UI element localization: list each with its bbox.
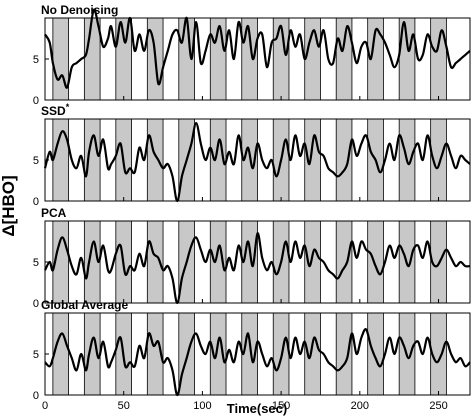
- y-axis-label: Δ[HBO]: [0, 175, 18, 236]
- y-tick-label: 0: [33, 95, 39, 107]
- panel-0: 0 5 No Denoising: [33, 3, 471, 107]
- panel-title-superscript: *: [66, 102, 70, 112]
- panel-2: 0 5 PCA: [33, 206, 471, 310]
- stimulus-block: [52, 312, 70, 396]
- hbo-series-line: [44, 8, 471, 89]
- stimulus-block: [367, 312, 384, 396]
- stimulus-block: [146, 118, 164, 202]
- panel-title: Global Average: [41, 298, 128, 312]
- stimulus-block: [335, 118, 353, 202]
- y-tick-label: 5: [33, 54, 39, 66]
- x-tick-label: 50: [118, 400, 130, 412]
- y-tick-label: 5: [33, 257, 39, 269]
- hbo-series-line: [43, 122, 471, 203]
- panel-title: SSD*: [41, 102, 70, 118]
- y-tick-label: 0: [33, 196, 39, 208]
- x-tick-label: 100: [193, 400, 211, 412]
- x-tick-label: 0: [42, 400, 48, 412]
- panel-1: 0 5 SSD*: [33, 102, 471, 208]
- stimulus-block: [335, 220, 353, 304]
- stimulus-block: [335, 312, 353, 396]
- hbo-series-line: [44, 328, 471, 397]
- stimulus-block: [430, 17, 447, 101]
- panel-title: No Denoising: [41, 3, 118, 17]
- stimulus-block: [83, 118, 101, 202]
- x-tick-label: 150: [272, 400, 290, 412]
- stimulus-block: [83, 17, 101, 101]
- x-tick-label: 250: [429, 400, 447, 412]
- hbo-series-line: [44, 232, 471, 305]
- y-tick-label: 0: [33, 298, 39, 310]
- stimulus-block: [52, 118, 70, 202]
- stimulus-block: [367, 220, 384, 304]
- x-axis-label: Time(sec): [227, 401, 287, 416]
- panel-title: PCA: [41, 206, 67, 220]
- y-tick-label: 5: [33, 155, 39, 167]
- y-tick-label: 0: [33, 390, 39, 402]
- x-tick-label: 200: [351, 400, 369, 412]
- y-tick-label: 5: [33, 349, 39, 361]
